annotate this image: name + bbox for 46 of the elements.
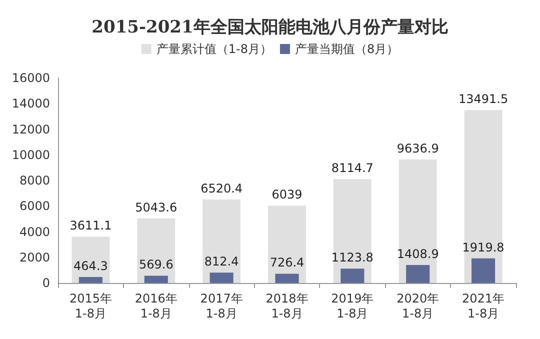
bar	[137, 218, 176, 283]
data-label: 569.6	[138, 258, 174, 272]
x-tick-label: 2017年 1-8月	[200, 292, 243, 320]
data-label: 8114.7	[331, 161, 374, 176]
data-label: 1919.8	[462, 240, 504, 254]
data-label: 6520.4	[200, 181, 243, 196]
y-tick-label: 14000	[12, 96, 50, 111]
bar	[210, 272, 234, 283]
x-tick-label: 2015年 1-8月	[69, 292, 112, 320]
x-tick-label: 2016年 1-8月	[134, 292, 178, 320]
y-tick-label: 6000	[19, 199, 50, 214]
bar	[464, 110, 502, 283]
x-tick-label: 2020年 1-8月	[396, 292, 440, 320]
legend-label: 产量累计值（1-8月）	[156, 42, 272, 56]
bar	[268, 206, 306, 283]
y-tick-label: 0	[42, 276, 50, 290]
x-tick-label: 2018年 1-8月	[266, 292, 308, 320]
y-tick-label: 4000	[19, 224, 50, 239]
legend-label: 产量当期值（8月）	[294, 42, 399, 56]
data-label: 9636.9	[396, 142, 439, 156]
data-label: 5043.6	[135, 200, 178, 214]
y-tick-label: 8000	[19, 174, 50, 188]
data-label: 13491.5	[458, 92, 508, 106]
data-label: 464.3	[74, 259, 108, 274]
bar	[144, 276, 168, 283]
bar	[202, 199, 241, 283]
y-tick-label: 10000	[12, 148, 50, 162]
x-tick-label: 2021年 1-8月	[462, 292, 505, 320]
y-tick-label: 2000	[19, 250, 50, 264]
data-label: 1408.9	[396, 246, 439, 261]
y-tick-label: 12000	[12, 122, 50, 136]
bar	[275, 274, 299, 283]
x-tick-label: 2019年 1-8月	[331, 292, 374, 320]
bar	[78, 277, 102, 283]
data-label: 6039	[272, 188, 302, 202]
data-label: 1123.8	[331, 250, 374, 265]
bar	[472, 258, 496, 283]
y-tick-label: 16000	[12, 71, 50, 85]
bar	[333, 179, 372, 283]
bar	[406, 264, 430, 283]
data-label: 812.4	[204, 254, 239, 269]
bar	[398, 160, 437, 283]
data-label: 3611.1	[70, 218, 112, 233]
data-label: 726.4	[270, 256, 304, 270]
bar	[340, 268, 364, 283]
chart-title: 2015-2021年全国太阳能电池八月份产量对比	[92, 18, 448, 38]
